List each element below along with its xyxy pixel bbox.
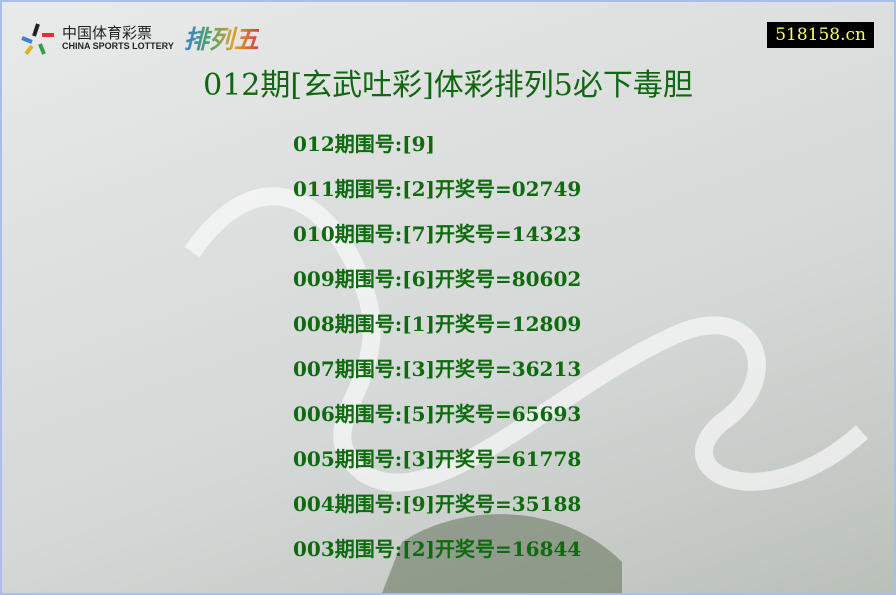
list-item: 008期围号:[1]开奖号=12809	[293, 312, 582, 336]
list-item: 004期围号:[9]开奖号=35188	[293, 492, 582, 516]
page-title: 012期[玄武吐彩]体彩排列5必下毒胆	[203, 68, 693, 103]
logo-en-text: CHINA SPORTS LOTTERY	[62, 41, 174, 51]
lottery-logo: 中国体育彩票 CHINA SPORTS LOTTERY 排列五	[20, 20, 259, 56]
site-badge[interactable]: 518158.cn	[767, 22, 874, 48]
game-name: 排列五	[184, 20, 259, 56]
list-item: 010期围号:[7]开奖号=14323	[293, 222, 582, 246]
list-item: 003期围号:[2]开奖号=16844	[293, 537, 582, 561]
logo-cn-text: 中国体育彩票	[62, 24, 153, 42]
list-item: 009期围号:[6]开奖号=80602	[293, 267, 582, 291]
list-item: 011期围号:[2]开奖号=02749	[293, 177, 582, 201]
prediction-list: 012期围号:[9] 011期围号:[2]开奖号=02749 010期围号:[7…	[293, 128, 581, 578]
list-item: 007期围号:[3]开奖号=36213	[293, 357, 582, 381]
star-logo-icon	[21, 23, 54, 56]
list-item: 005期围号:[3]开奖号=61778	[293, 447, 582, 471]
list-item: 012期围号:[9]	[293, 132, 435, 156]
list-item: 006期围号:[5]开奖号=65693	[293, 402, 582, 426]
